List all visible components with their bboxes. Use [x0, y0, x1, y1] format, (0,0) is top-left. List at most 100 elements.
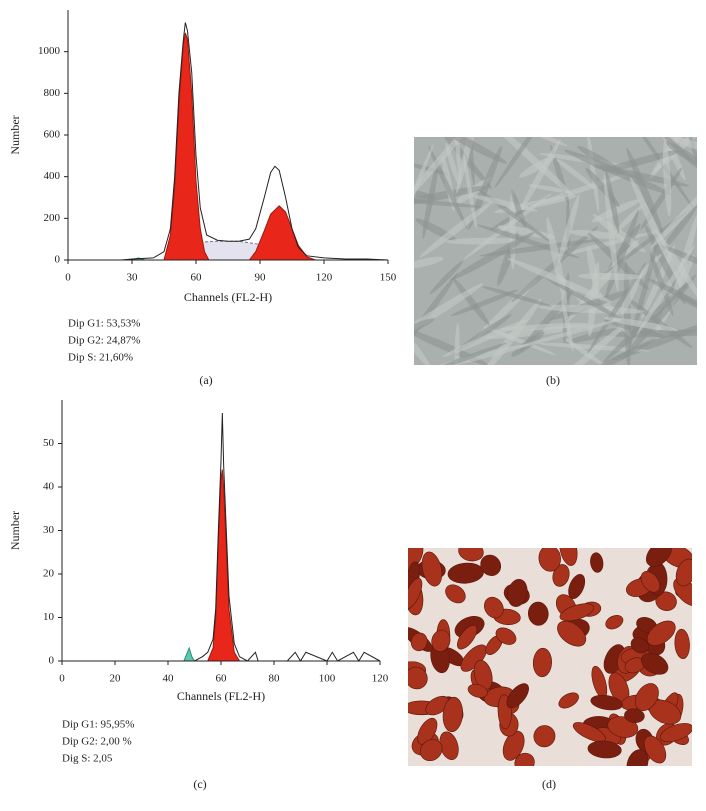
cell	[419, 201, 493, 258]
annotation: Dip G1: 95,95%	[62, 719, 134, 731]
x-tick-label: 20	[110, 673, 122, 685]
cell	[640, 571, 661, 593]
cell	[590, 552, 604, 573]
cell	[450, 232, 535, 281]
cell	[480, 298, 542, 365]
y-tick-label: 0	[49, 655, 55, 667]
cell	[661, 203, 697, 252]
cell	[432, 137, 493, 190]
cell	[414, 185, 490, 208]
area	[207, 469, 240, 661]
curve	[121, 22, 389, 261]
x-tick-label: 120	[372, 673, 389, 685]
cell	[662, 140, 672, 217]
y-tick-label: 600	[44, 129, 61, 141]
cell	[602, 150, 681, 172]
cell	[587, 740, 622, 759]
cell	[557, 620, 587, 647]
cell	[646, 620, 676, 646]
y-tick-label: 40	[43, 481, 55, 493]
y-tick-label: 400	[44, 170, 61, 182]
y-axis-label: Number	[8, 511, 22, 550]
cell	[420, 739, 443, 762]
cell	[473, 659, 493, 691]
cell	[592, 214, 646, 253]
cell	[559, 548, 578, 566]
cell	[559, 603, 595, 622]
cell	[414, 137, 470, 198]
cell	[528, 601, 549, 626]
x-axis-label: Channels (FL2-H)	[177, 689, 265, 703]
panel-label: (d)	[542, 777, 556, 791]
annotation: Dip G2: 24,87%	[68, 335, 140, 347]
cell	[429, 260, 464, 295]
cell	[528, 184, 572, 194]
y-tick-label: 200	[44, 212, 61, 224]
curve	[163, 32, 210, 261]
cell	[481, 286, 552, 307]
cell	[425, 695, 450, 716]
cell	[564, 338, 607, 365]
cell	[488, 137, 574, 197]
cell	[664, 137, 697, 157]
cell	[450, 289, 518, 317]
cell	[625, 296, 693, 349]
cell	[629, 176, 681, 284]
cell	[650, 165, 697, 249]
cell	[590, 694, 623, 711]
cell	[426, 342, 507, 365]
cell	[421, 551, 443, 587]
cell	[417, 717, 438, 745]
cell	[630, 637, 649, 654]
cell	[435, 137, 507, 164]
cell	[507, 578, 528, 607]
y-tick-label: 50	[43, 437, 55, 449]
y-tick-label: 800	[44, 87, 61, 99]
cell	[568, 574, 586, 599]
x-tick-label: 120	[316, 272, 333, 284]
curve	[207, 469, 240, 662]
y-tick-label: 30	[43, 524, 55, 536]
cell	[577, 272, 642, 281]
cell	[561, 295, 574, 352]
cell	[572, 338, 656, 365]
cell	[431, 629, 451, 652]
cell	[660, 137, 697, 170]
cell	[558, 692, 579, 709]
cell	[620, 266, 644, 316]
x-tick-label: 0	[65, 272, 71, 284]
cell	[659, 244, 697, 277]
cell	[613, 204, 644, 235]
x-tick-label: 90	[255, 272, 267, 284]
x-tick-label: 60	[216, 673, 228, 685]
cell	[414, 318, 435, 337]
cell	[634, 683, 659, 712]
panel-label: (b)	[546, 373, 560, 387]
cell	[572, 722, 606, 743]
y-tick-label: 10	[43, 611, 55, 623]
cell	[555, 158, 596, 190]
cell	[519, 155, 556, 178]
cell	[533, 725, 556, 748]
cell	[603, 317, 678, 331]
x-axis-label: Channels (FL2-H)	[184, 290, 272, 304]
x-tick-label: 100	[319, 673, 336, 685]
cell	[506, 683, 529, 709]
cell	[577, 145, 625, 175]
annotation: Dig S: 2,05	[62, 753, 113, 765]
cell	[538, 548, 561, 572]
cell	[507, 258, 613, 303]
cell	[647, 278, 697, 311]
cell	[603, 319, 667, 338]
photo-d	[408, 548, 692, 766]
annotation: Dip G1: 53,53%	[68, 318, 140, 330]
cell	[454, 137, 462, 185]
curve	[183, 646, 195, 662]
cell	[565, 328, 621, 344]
y-tick-label: 20	[43, 568, 55, 580]
cell	[494, 137, 559, 188]
cell	[586, 137, 600, 214]
cell	[408, 577, 423, 609]
photo-b	[414, 137, 697, 365]
cell	[587, 262, 647, 355]
